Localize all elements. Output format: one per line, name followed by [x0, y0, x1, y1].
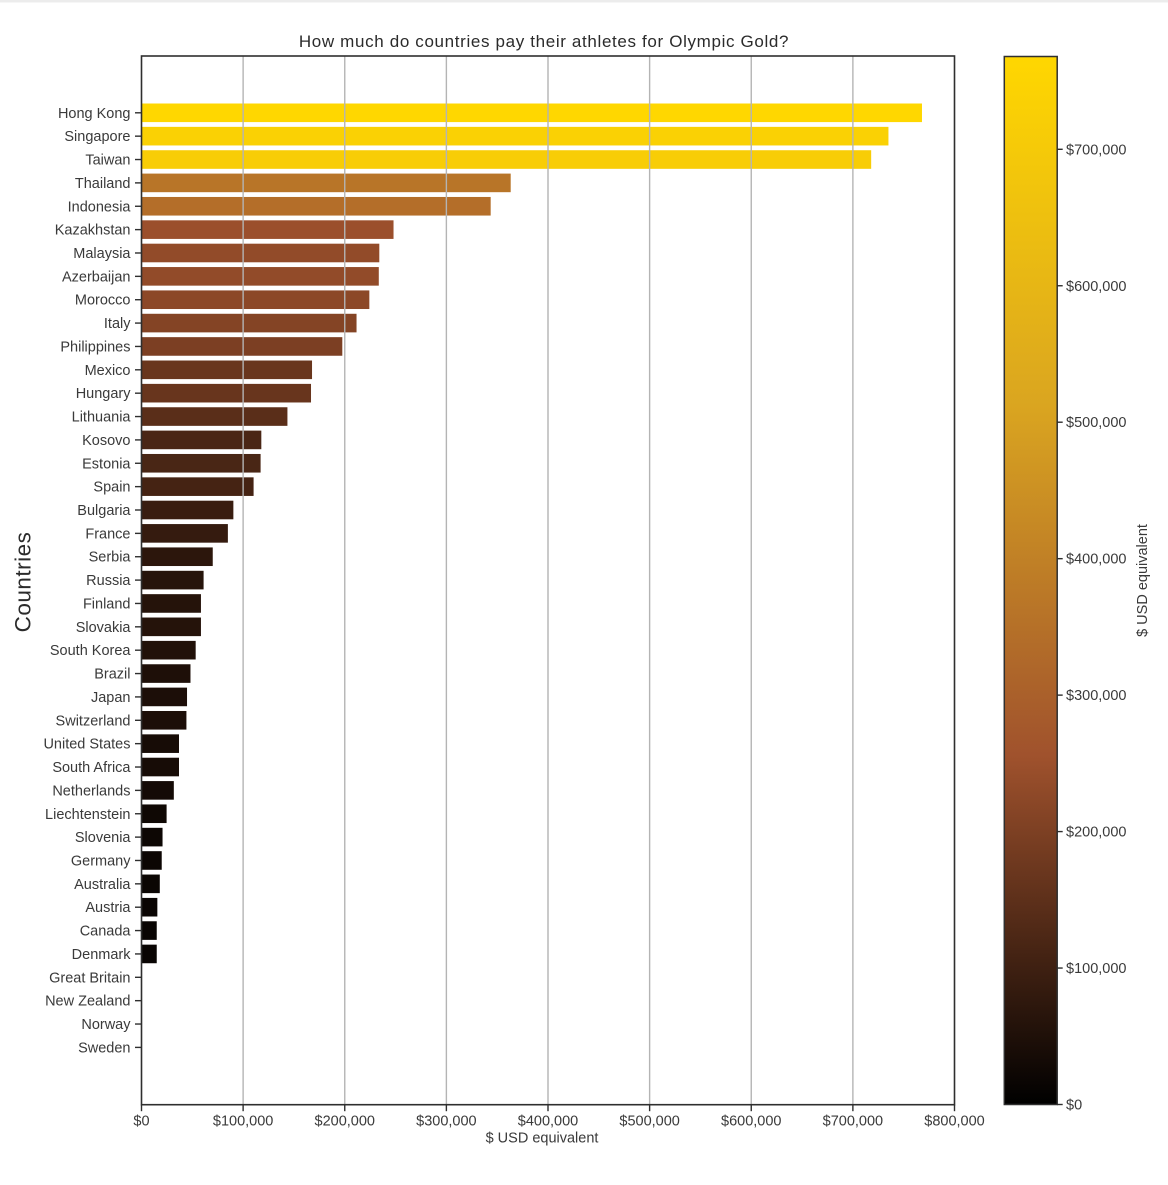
svg-text:How much do countries pay thei: How much do countries pay their athletes… [299, 32, 789, 51]
svg-text:Thailand: Thailand [75, 176, 131, 192]
svg-text:Hong Kong: Hong Kong [58, 106, 131, 122]
svg-text:Hungary: Hungary [76, 386, 132, 402]
svg-text:Norway: Norway [81, 1017, 131, 1033]
svg-text:Denmark: Denmark [72, 947, 132, 963]
svg-text:$400,000: $400,000 [518, 1114, 578, 1130]
svg-text:Sweden: Sweden [78, 1040, 130, 1056]
svg-text:Serbia: Serbia [89, 550, 132, 566]
svg-text:Spain: Spain [93, 480, 130, 496]
svg-text:Great Britain: Great Britain [49, 970, 130, 986]
svg-text:South Korea: South Korea [50, 643, 132, 659]
svg-text:Kosovo: Kosovo [82, 433, 130, 449]
svg-text:Mexico: Mexico [85, 363, 131, 379]
svg-text:Netherlands: Netherlands [52, 783, 130, 799]
svg-text:Germany: Germany [71, 853, 131, 869]
svg-text:Indonesia: Indonesia [68, 199, 132, 215]
svg-text:$200,000: $200,000 [315, 1114, 375, 1130]
svg-text:Slovenia: Slovenia [75, 830, 132, 846]
svg-text:$ USD equivalent: $ USD equivalent [1135, 524, 1151, 637]
svg-text:$100,000: $100,000 [1066, 961, 1126, 977]
svg-text:$600,000: $600,000 [721, 1114, 781, 1130]
svg-text:$500,000: $500,000 [619, 1114, 679, 1130]
svg-text:Japan: Japan [91, 690, 131, 706]
svg-text:Estonia: Estonia [82, 456, 131, 472]
svg-text:Countries: Countries [11, 532, 36, 633]
svg-text:$700,000: $700,000 [1066, 142, 1126, 158]
svg-text:$100,000: $100,000 [213, 1114, 273, 1130]
svg-text:Switzerland: Switzerland [56, 713, 131, 729]
svg-text:Azerbaijan: Azerbaijan [62, 269, 131, 285]
svg-text:Singapore: Singapore [64, 129, 130, 145]
svg-text:$0: $0 [1066, 1098, 1082, 1114]
svg-text:Austria: Austria [85, 900, 131, 916]
svg-text:Taiwan: Taiwan [85, 153, 130, 169]
svg-text:$300,000: $300,000 [1066, 688, 1126, 704]
svg-text:Liechtenstein: Liechtenstein [45, 807, 130, 823]
svg-text:Philippines: Philippines [60, 339, 130, 355]
svg-text:$300,000: $300,000 [416, 1114, 476, 1130]
svg-text:$700,000: $700,000 [823, 1114, 883, 1130]
svg-text:$200,000: $200,000 [1066, 825, 1126, 841]
svg-text:$0: $0 [133, 1114, 149, 1130]
svg-text:Australia: Australia [74, 877, 131, 893]
svg-text:Lithuania: Lithuania [72, 410, 132, 426]
svg-text:South Africa: South Africa [52, 760, 131, 776]
svg-text:Canada: Canada [80, 924, 132, 940]
svg-text:$600,000: $600,000 [1066, 279, 1126, 295]
svg-text:Bulgaria: Bulgaria [77, 503, 131, 519]
svg-text:France: France [85, 526, 130, 542]
svg-text:Slovakia: Slovakia [76, 620, 132, 636]
svg-text:Malaysia: Malaysia [73, 246, 131, 262]
svg-text:$ USD equivalent: $ USD equivalent [486, 1131, 599, 1147]
svg-text:Italy: Italy [104, 316, 131, 332]
svg-text:Finland: Finland [83, 596, 131, 612]
svg-text:United States: United States [43, 737, 130, 753]
svg-text:Morocco: Morocco [75, 293, 131, 309]
svg-text:$500,000: $500,000 [1066, 415, 1126, 431]
svg-text:Russia: Russia [86, 573, 131, 589]
svg-text:Brazil: Brazil [94, 667, 130, 683]
svg-text:$800,000: $800,000 [924, 1114, 984, 1130]
svg-text:New Zealand: New Zealand [45, 994, 130, 1010]
svg-text:$400,000: $400,000 [1066, 552, 1126, 568]
svg-text:Kazakhstan: Kazakhstan [55, 223, 131, 239]
